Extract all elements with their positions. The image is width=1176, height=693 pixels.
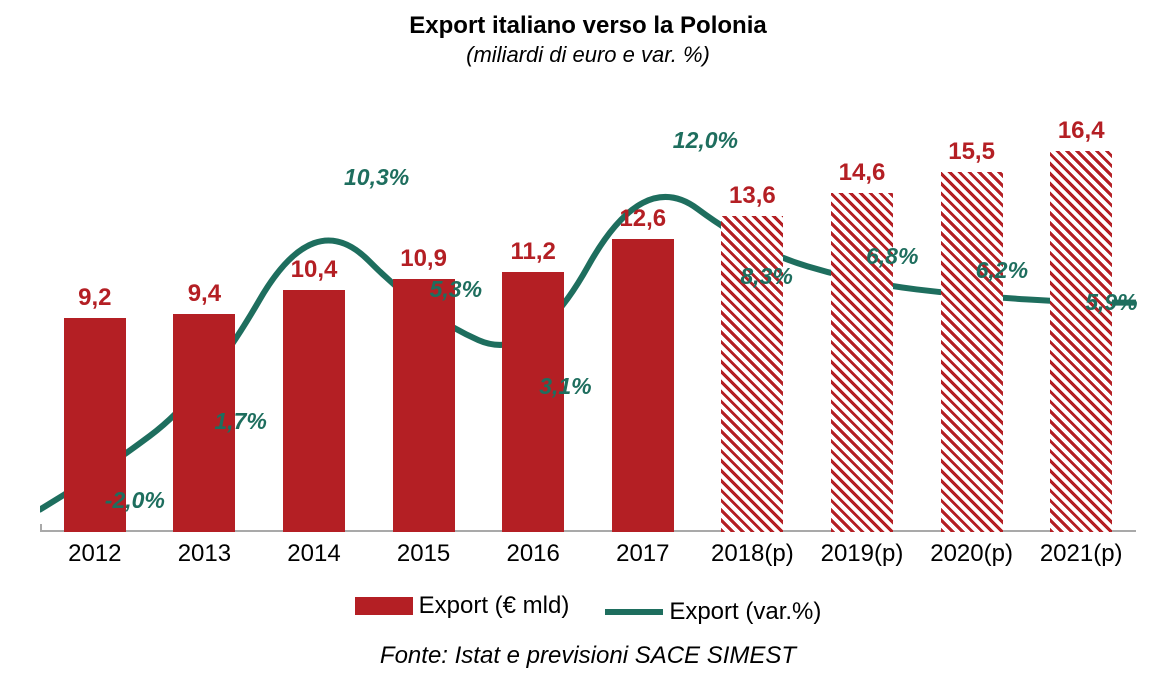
line-value-label: 1,7% <box>214 408 266 435</box>
legend-label: Export (€ mld) <box>419 592 570 620</box>
x-axis-label: 2021(p) <box>1026 540 1136 568</box>
x-axis-label: 2015 <box>369 540 479 568</box>
x-axis-label: 2013 <box>150 540 260 568</box>
bar-value-label: 11,2 <box>492 238 574 266</box>
line-value-label: 6,8% <box>866 243 918 270</box>
bar <box>393 279 455 532</box>
chart-legend: Export (€ mld) Export (var.%) <box>0 592 1176 626</box>
legend-item: Export (€ mld) <box>355 592 570 620</box>
chart-plot-area: 9,2 9,4 10,4 10,9 11,2 12,6 13,6 14,6 15,5 16,4 -2… <box>40 102 1136 532</box>
chart-source: Fonte: Istat e previsioni SACE SIMEST <box>0 642 1176 670</box>
chart-title: Export italiano verso la Polonia <box>0 12 1176 40</box>
x-axis-label: 2019(p) <box>807 540 917 568</box>
legend-line-swatch <box>605 609 663 615</box>
legend-item: Export (var.%) <box>605 598 821 626</box>
line-value-label: -2,0% <box>105 487 165 514</box>
bar <box>612 239 674 532</box>
bar-value-label: 12,6 <box>602 205 684 233</box>
bar-value-label: 10,4 <box>273 256 355 284</box>
y-axis-tick <box>40 524 42 532</box>
bar <box>941 172 1003 532</box>
x-axis-label: 2016 <box>478 540 588 568</box>
x-axis-labels: 2012201320142015201620172018(p)2019(p)20… <box>40 540 1136 570</box>
bar-value-label: 9,4 <box>163 280 245 308</box>
bar <box>502 272 564 532</box>
x-axis-label: 2014 <box>259 540 369 568</box>
line-value-label: 5,9% <box>1085 289 1137 316</box>
line-value-label: 8,3% <box>740 263 792 290</box>
bar-value-label: 10,9 <box>383 245 465 273</box>
bar-value-label: 9,2 <box>54 284 136 312</box>
line-value-label: 3,1% <box>539 373 591 400</box>
bar-value-label: 14,6 <box>821 159 903 187</box>
bar <box>1050 151 1112 532</box>
line-value-label: 6,2% <box>976 257 1028 284</box>
line-value-label: 10,3% <box>344 164 409 191</box>
bar-value-label: 13,6 <box>711 182 793 210</box>
x-axis-label: 2012 <box>40 540 150 568</box>
x-axis-label: 2020(p) <box>917 540 1027 568</box>
bar <box>283 290 345 532</box>
chart-subtitle: (miliardi di euro e var. %) <box>0 42 1176 68</box>
x-axis-label: 2018(p) <box>698 540 808 568</box>
bar-value-label: 15,5 <box>931 138 1013 166</box>
line-value-label: 5,3% <box>430 276 482 303</box>
line-value-label: 12,0% <box>673 127 738 154</box>
bar-value-label: 16,4 <box>1040 117 1122 145</box>
x-axis-label: 2017 <box>588 540 698 568</box>
legend-label: Export (var.%) <box>669 598 821 626</box>
legend-bar-swatch <box>355 597 413 615</box>
chart-container: Export italiano verso la Polonia (miliar… <box>0 12 1176 693</box>
